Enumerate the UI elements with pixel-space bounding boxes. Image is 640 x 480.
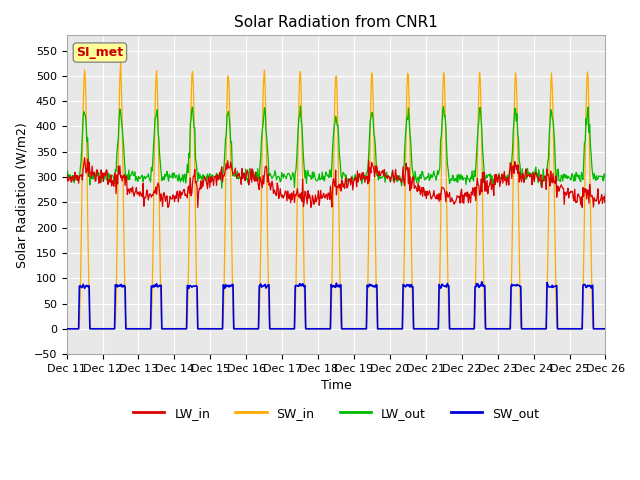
X-axis label: Time: Time [321,379,351,392]
Text: SI_met: SI_met [76,46,124,59]
Y-axis label: Solar Radiation (W/m2): Solar Radiation (W/m2) [15,122,28,267]
Legend: LW_in, SW_in, LW_out, SW_out: LW_in, SW_in, LW_out, SW_out [128,402,544,425]
Title: Solar Radiation from CNR1: Solar Radiation from CNR1 [234,15,438,30]
